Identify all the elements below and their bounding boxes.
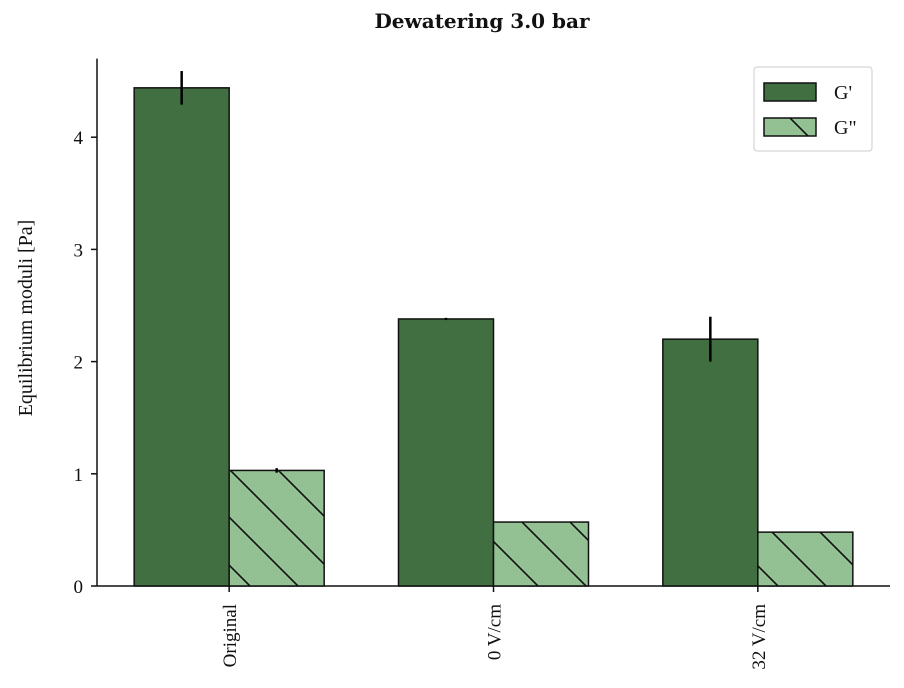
y-axis-label: Equilibrium moduli [Pa] <box>15 220 37 417</box>
legend-swatch-hatch <box>764 118 816 136</box>
plot-area: 0 1 2 3 4 Original 0 V/cm 32 V/cm <box>74 58 890 670</box>
bar-hatch <box>493 522 589 586</box>
bar-hatch <box>757 532 853 586</box>
bar-g-prime <box>662 338 759 587</box>
chart-title: Dewatering 3.0 bar <box>374 9 590 33</box>
x-tick-label: Original <box>220 604 241 667</box>
y-tick-label: 3 <box>74 240 84 261</box>
legend-label: G' <box>834 82 852 104</box>
x-tick-label: 32 V/cm <box>749 604 770 670</box>
legend-swatch <box>763 82 817 102</box>
y-tick-label: 0 <box>74 577 84 598</box>
y-tick-label: 4 <box>74 128 84 149</box>
legend-label: G" <box>834 117 857 139</box>
bar-hatch <box>229 470 325 586</box>
bar-g-prime <box>133 87 230 587</box>
legend: G' G" <box>753 66 873 152</box>
x-tick-label: 0 V/cm <box>485 604 506 660</box>
bar-g-prime <box>397 318 495 587</box>
y-tick-label: 1 <box>74 465 84 486</box>
y-tick-label: 2 <box>74 353 84 374</box>
